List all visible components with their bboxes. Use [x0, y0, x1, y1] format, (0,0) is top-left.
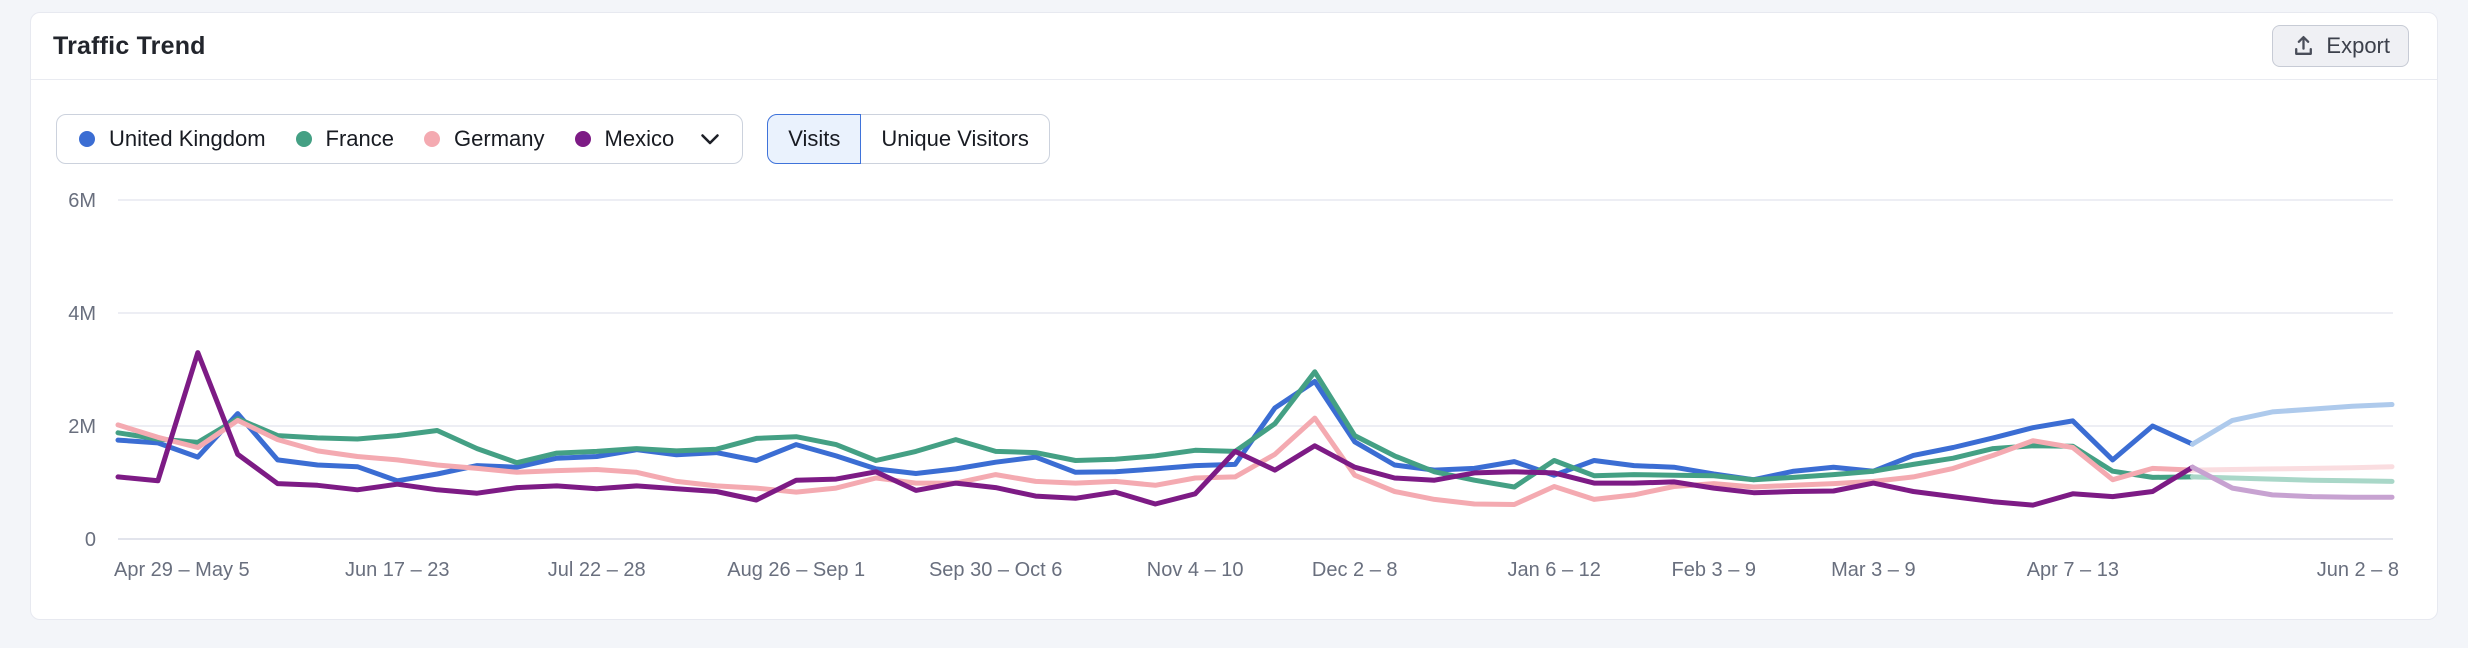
- legend-label-germany: Germany: [454, 126, 545, 151]
- x-axis-label-jan-6-12: Jan 6 – 12: [1507, 559, 1600, 581]
- page-title: Traffic Trend: [53, 31, 206, 60]
- export-label: Export: [2326, 33, 2390, 58]
- x-axis-label-nov-4-10: Nov 4 – 10: [1147, 559, 1244, 581]
- y-axis-label-0: 0: [85, 529, 96, 551]
- x-axis-label-jul-22-28: Jul 22 – 28: [548, 559, 646, 581]
- legend-item-united-kingdom: United Kingdom: [79, 126, 266, 152]
- x-axis-label-sep-30-oct-6: Sep 30 – Oct 6: [929, 559, 1062, 581]
- series-line-france: [115, 369, 2195, 490]
- legend-dot-germany: [424, 131, 441, 147]
- x-axis-label-apr-7-13: Apr 7 – 13: [2027, 559, 2119, 581]
- series-line-germany: [115, 415, 2195, 507]
- series-forecast-line-mexico: [2190, 464, 2395, 500]
- series-forecast-line-united-kingdom: [2190, 402, 2395, 447]
- y-axis-label-2M: 2M: [68, 416, 96, 438]
- series-line-united-kingdom: [115, 378, 2195, 484]
- legend-label-mexico: Mexico: [604, 126, 675, 151]
- legend-dot-united-kingdom: [79, 131, 95, 147]
- metric-toggle: Visits Unique Visitors: [767, 114, 1050, 164]
- country-filter-dropdown[interactable]: United Kingdom France Germany Mexico: [56, 114, 744, 164]
- x-axis-label-jun-2-8: Jun 2 – 8: [2317, 559, 2399, 581]
- export-button[interactable]: Export: [2272, 25, 2409, 67]
- legend-item-france: France: [295, 126, 395, 152]
- legend-item-mexico: Mexico: [574, 126, 675, 152]
- series-forecast-line-germany: [2190, 464, 2395, 473]
- x-axis-label-apr-29-may-5: Apr 29 – May 5: [114, 559, 250, 581]
- chevron-down-icon: [700, 133, 720, 146]
- x-axis-label-aug-26-sep-1: Aug 26 – Sep 1: [727, 559, 865, 581]
- series-forecast-line-france: [2190, 474, 2395, 484]
- toggle-visits[interactable]: Visits: [767, 114, 862, 164]
- card-header: Traffic Trend Export: [31, 13, 2437, 80]
- series-line-mexico: [115, 350, 2195, 508]
- traffic-trend-chart: 0 2M 4M 6M Apr 29 – May 5 Jun 17 – 23 Jul 22 –…: [68, 190, 2399, 581]
- y-axis-label-4M: 4M: [68, 303, 96, 325]
- y-axis-label-6M: 6M: [68, 190, 96, 212]
- x-axis-label-feb-3-9: Feb 3 – 9: [1672, 559, 1757, 581]
- x-axis-label-jun-17-23: Jun 17 – 23: [345, 559, 450, 581]
- legend-label-united-kingdom: United Kingdom: [109, 126, 266, 151]
- chart-controls: United Kingdom France Germany Mexico Visits…: [56, 114, 1050, 164]
- legend-item-germany: Germany: [424, 126, 545, 152]
- legend-label-france: France: [325, 126, 395, 151]
- x-axis-label-dec-2-8: Dec 2 – 8: [1312, 559, 1398, 581]
- x-axis-label-mar-3-9: Mar 3 – 9: [1831, 559, 1915, 581]
- legend-dot-mexico: [574, 131, 591, 147]
- export-icon: [2291, 34, 2316, 59]
- traffic-trend-card: Traffic Trend Export United Kingdom Franc…: [30, 12, 2438, 620]
- toggle-unique-visitors[interactable]: Unique Visitors: [860, 114, 1050, 164]
- legend-dot-france: [295, 131, 312, 147]
